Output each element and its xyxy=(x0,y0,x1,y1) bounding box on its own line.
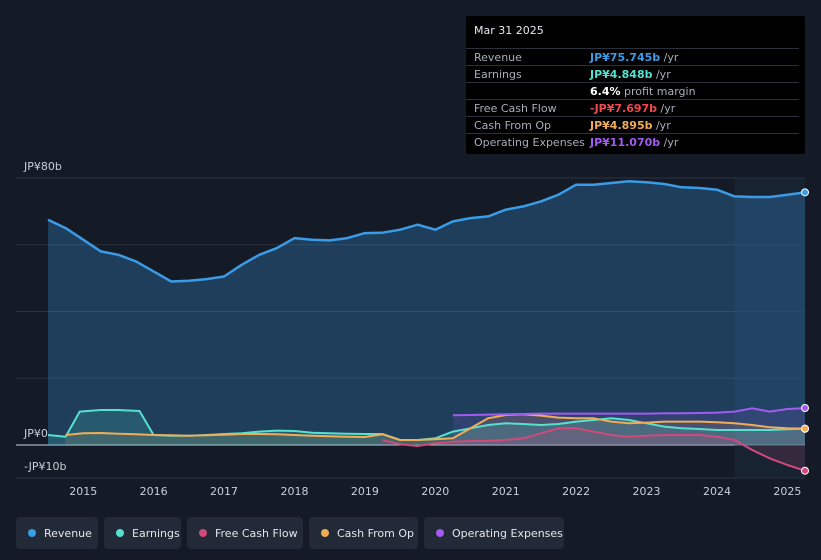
tooltip-value-text: JP¥4.848b xyxy=(590,68,653,81)
tooltip-row-label: Earnings xyxy=(474,68,522,81)
legend-item-earnings[interactable]: Earnings xyxy=(104,517,181,549)
tooltip-row-label: Free Cash Flow xyxy=(474,102,557,115)
endpoint-free-cash-flow xyxy=(801,466,809,475)
endpoint-revenue xyxy=(801,188,809,197)
y-tick-label: JP¥0 xyxy=(23,427,48,440)
legend-label: Operating Expenses xyxy=(452,526,563,540)
tooltip-row-label: Revenue xyxy=(474,51,522,64)
x-tick-label: 2022 xyxy=(562,485,590,498)
area-cash-from-op xyxy=(65,414,806,445)
legend-item-revenue[interactable]: Revenue xyxy=(16,517,98,549)
tooltip-value-unit: profit margin xyxy=(620,85,696,98)
tooltip-date: Mar 31 2025 xyxy=(474,24,544,37)
y-tick-label: JP¥80b xyxy=(23,160,62,173)
tooltip-row-value: JP¥4.848b /yr xyxy=(590,68,671,81)
area-free-cash-flow xyxy=(382,428,805,471)
line-cash-from-op xyxy=(65,413,806,441)
endpoint-operating-expenses xyxy=(801,404,809,413)
x-tick-label: 2020 xyxy=(421,485,449,498)
x-tick-label: 2024 xyxy=(703,485,731,498)
tooltip-row-value: JP¥75.745b /yr xyxy=(590,51,678,64)
tooltip-row: Free Cash Flow -JP¥7.697b /yr xyxy=(466,99,799,117)
x-tick-label: 2019 xyxy=(351,485,379,498)
x-tick-label: 2015 xyxy=(69,485,97,498)
endpoint-cash-from-op xyxy=(801,424,809,433)
tooltip-value-text: JP¥4.895b xyxy=(590,119,653,132)
legend-dot-icon xyxy=(436,529,444,537)
line-revenue xyxy=(47,180,806,283)
legend-item-free-cash-flow[interactable]: Free Cash Flow xyxy=(187,517,303,549)
tooltip-row-value: 6.4% profit margin xyxy=(590,85,696,98)
tooltip-row: Cash From Op JP¥4.895b /yr xyxy=(466,116,799,134)
x-tick-label: 2017 xyxy=(210,485,238,498)
tooltip-row-value: -JP¥7.697b /yr xyxy=(590,102,675,115)
tooltip-row-value: JP¥11.070b /yr xyxy=(590,136,678,149)
legend-item-operating-expenses[interactable]: Operating Expenses xyxy=(424,517,564,549)
tooltip-value-unit: /yr xyxy=(660,51,679,64)
legend-label: Cash From Op xyxy=(337,526,415,540)
tooltip-row-label: Cash From Op xyxy=(474,119,552,132)
y-tick-label: -JP¥10b xyxy=(24,460,66,473)
area-revenue xyxy=(48,181,805,446)
legend-dot-icon xyxy=(116,529,124,537)
line-free-cash-flow xyxy=(382,427,806,472)
tooltip-row-label: Operating Expenses xyxy=(474,136,585,149)
legend-dot-icon xyxy=(199,529,207,537)
legend-label: Free Cash Flow xyxy=(215,526,298,540)
legend-dot-icon xyxy=(321,529,329,537)
tooltip-panel: Mar 31 2025 Revenue JP¥75.745b /yr Earning… xyxy=(466,16,805,154)
x-tick-label: 2023 xyxy=(633,485,661,498)
tooltip-row: Revenue JP¥75.745b /yr xyxy=(466,48,799,66)
x-tick-label: 2018 xyxy=(280,485,308,498)
tooltip-row: 6.4% profit margin xyxy=(466,82,799,100)
line-operating-expenses xyxy=(452,407,806,417)
x-tick-label: 2021 xyxy=(492,485,520,498)
legend-dot-icon xyxy=(28,529,36,537)
tooltip-value-unit: /yr xyxy=(652,68,671,81)
tooltip-value-unit: /yr xyxy=(660,136,679,149)
tooltip-value-text: -JP¥7.697b xyxy=(590,102,658,115)
tooltip-row: Operating Expenses JP¥11.070b /yr xyxy=(466,133,799,151)
legend-item-cash-from-op[interactable]: Cash From Op xyxy=(309,517,418,549)
tooltip-value-text: 6.4% xyxy=(590,85,621,98)
legend-label: Earnings xyxy=(132,526,180,540)
tooltip-row: Earnings JP¥4.848b /yr xyxy=(466,65,799,83)
x-tick-label: 2025 xyxy=(773,485,801,498)
tooltip-value-unit: /yr xyxy=(652,119,671,132)
tooltip-value-text: JP¥75.745b xyxy=(590,51,661,64)
tooltip-value-text: JP¥11.070b xyxy=(590,136,661,149)
x-tick-label: 2016 xyxy=(140,485,168,498)
tooltip-value-unit: /yr xyxy=(657,102,676,115)
legend-label: Revenue xyxy=(44,526,92,540)
tooltip-row-value: JP¥4.895b /yr xyxy=(590,119,671,132)
